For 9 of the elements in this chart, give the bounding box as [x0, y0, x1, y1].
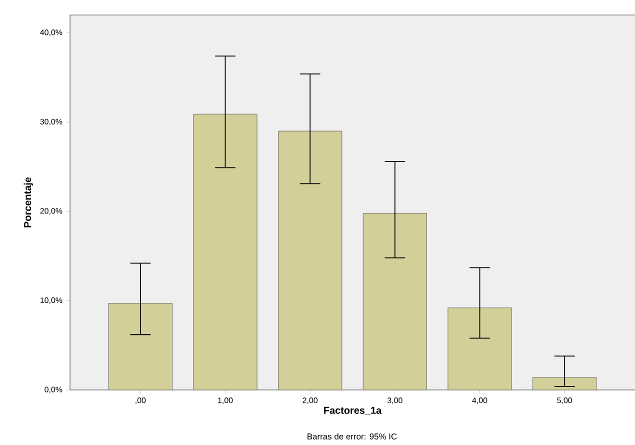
y-axis-title: Porcentaje	[24, 177, 34, 228]
bar	[193, 114, 258, 390]
bar	[278, 130, 342, 390]
bar	[448, 308, 512, 390]
x-axis-title: Factores_1a	[324, 406, 382, 415]
text: Barras de error: 95% IC	[308, 433, 397, 440]
bar	[532, 377, 597, 390]
bar	[362, 213, 427, 390]
bar	[108, 303, 172, 390]
